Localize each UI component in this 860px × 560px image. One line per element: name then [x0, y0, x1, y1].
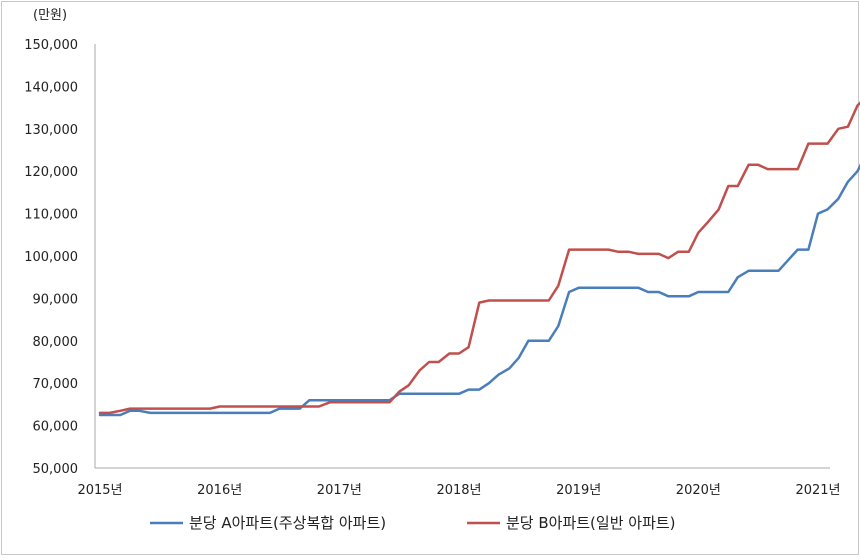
x-tick-label: 2018년 — [436, 483, 481, 498]
y-tick-label: 150,000 — [24, 38, 78, 53]
y-tick-label: 60,000 — [33, 420, 79, 435]
y-tick-label: 110,000 — [24, 208, 78, 223]
y-axis-tick-labels: 50,000 60,000 70,000 80,000 90,000 100,000 110… — [24, 38, 78, 477]
series-a-line — [98, 163, 860, 417]
y-tick-label: 120,000 — [24, 165, 78, 180]
x-tick-label: 2015년 — [77, 483, 122, 498]
legend: 분당 A아파트(주상복합 아파트) 분당 B아파트(일반 아파트) — [150, 514, 676, 532]
y-tick-label: 70,000 — [33, 377, 79, 392]
series-layer — [98, 101, 860, 417]
y-tick-label: 80,000 — [33, 335, 79, 350]
x-tick-label: 2019년 — [556, 483, 601, 498]
legend-label-series-a: 분당 A아파트(주상복합 아파트) — [189, 514, 386, 532]
x-tick-label: 2020년 — [676, 483, 721, 498]
x-tick-label: 2017년 — [317, 483, 362, 498]
y-tick-label: 100,000 — [24, 250, 78, 265]
x-tick-label: 2016년 — [197, 483, 242, 498]
y-tick-label: 90,000 — [33, 292, 79, 307]
legend-label-series-b: 분당 B아파트(일반 아파트) — [506, 514, 676, 532]
x-axis-tick-labels: 2015년 2016년 2017년 2018년 2019년 2020년 2021년 — [77, 483, 840, 498]
y-tick-label: 140,000 — [24, 80, 78, 95]
y-tick-label: 50,000 — [33, 462, 79, 477]
series-b-line — [98, 101, 860, 415]
y-tick-label: 130,000 — [24, 123, 78, 138]
unit-label: (만원) — [33, 8, 67, 23]
x-tick-label: 2021년 — [795, 483, 840, 498]
